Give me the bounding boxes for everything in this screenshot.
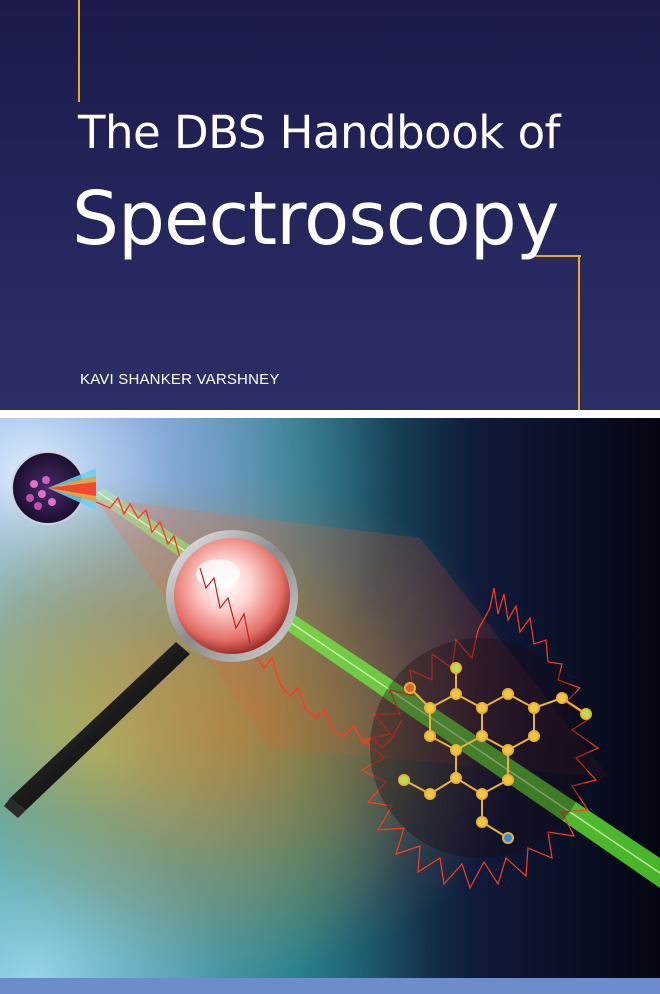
cover-illustration	[0, 418, 660, 978]
magnifying-glass-icon	[4, 530, 298, 818]
bottom-band	[0, 978, 660, 994]
molecule-icon	[398, 662, 592, 844]
title-panel: The DBS Handbook of Spectroscopy KAVI SH…	[0, 0, 660, 410]
author-name: KAVI SHANKER VARSHNEY	[80, 371, 280, 388]
accent-line-horizontal	[535, 255, 581, 257]
radial-spectrum	[360, 587, 600, 890]
title-line-2: Spectroscopy	[72, 176, 560, 262]
sample-inset	[11, 451, 96, 525]
accent-line-vertical-top	[78, 0, 80, 102]
accent-line-vertical-right	[578, 255, 580, 410]
title-line-1: The DBS Handbook of	[78, 106, 560, 159]
white-divider	[0, 410, 660, 418]
